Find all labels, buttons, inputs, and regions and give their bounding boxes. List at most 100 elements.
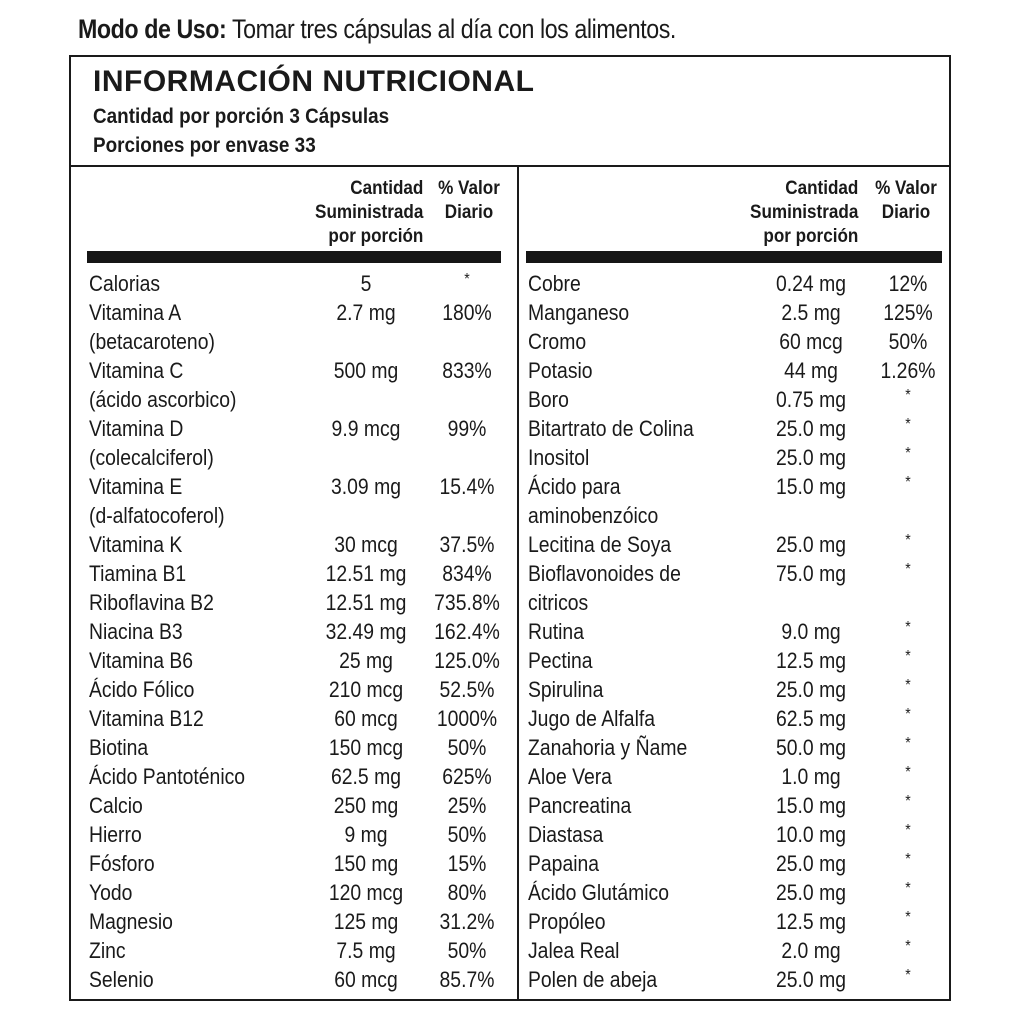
nutrient-row: Jugo de Alfalfa 62.5 mg * — [526, 704, 946, 733]
nutrient-row: Aloe Vera 1.0 mg * — [526, 762, 946, 791]
nutrient-amount: 7.5 mg — [336, 938, 396, 963]
nutrition-facts-panel: INFORMACIÓN NUTRICIONAL Cantidad por por… — [69, 55, 951, 1001]
nutrient-daily-value: 833% — [442, 358, 492, 383]
nutrient-name: Vitamina D — [89, 416, 184, 441]
nutrient-row: (betacaroteno) — [87, 327, 505, 356]
nutrient-name: Potasio — [528, 358, 593, 383]
daily-value-header: % Valor Diario — [875, 178, 937, 223]
nutrient-row: Fósforo 150 mg 15% — [87, 849, 505, 878]
nutrient-amount: 2.5 mg — [781, 300, 841, 325]
nutrient-name: Yodo — [89, 880, 133, 905]
nutrient-name: Vitamina A — [89, 300, 182, 325]
nutrient-row: Niacina B3 32.49 mg 162.4% — [87, 617, 505, 646]
nutrient-amount: 25.0 mg — [776, 445, 846, 470]
nutrient-daily-value: 37.5% — [439, 532, 495, 557]
nutrient-name: citricos — [528, 590, 589, 615]
nutrient-name: Rutina — [528, 619, 584, 644]
column-header: Cantidad Suministrada por porción % Valo… — [87, 167, 505, 251]
nutrient-daily-value: 85.7% — [439, 967, 495, 992]
nutrient-daily-value: 15% — [447, 851, 487, 876]
panel-title: INFORMACIÓN NUTRICIONAL — [93, 65, 535, 98]
nutrient-name: Ácido para — [528, 474, 621, 499]
nutrient-row: Vitamina A 2.7 mg 180% — [87, 298, 505, 327]
nutrient-amount: 25.0 mg — [776, 967, 846, 992]
nutrient-name: Selenio — [89, 967, 154, 992]
nutrient-row: Vitamina B6 25 mg 125.0% — [87, 646, 505, 675]
nutrient-row: Ácido Glutámico 25.0 mg * — [526, 878, 946, 907]
nutrient-row: citricos — [526, 588, 946, 617]
nutrient-daily-value: * — [905, 822, 911, 839]
nutrient-daily-value: * — [905, 793, 911, 810]
nutrient-amount: 60 mcg — [779, 329, 843, 354]
nutrient-daily-value: 25% — [447, 793, 487, 818]
nutrient-daily-value: * — [905, 938, 911, 955]
nutrient-row: Cobre 0.24 mg 12% — [526, 269, 946, 298]
nutrient-daily-value: * — [905, 706, 911, 723]
nutrient-rows: Calorias 5 * Vitamina A 2.7 mg 180% (betacarot… — [87, 269, 505, 994]
nutrient-amount: 15.0 mg — [776, 474, 846, 499]
nutrient-name: (ácido ascorbico) — [89, 387, 237, 412]
nutrient-amount: 25.0 mg — [776, 880, 846, 905]
nutrient-name: (betacaroteno) — [89, 329, 215, 354]
nutrient-name: (d-alfatocoferol) — [89, 503, 225, 528]
nutrient-name: Hierro — [89, 822, 142, 847]
nutrient-row: Bioflavonoides de 75.0 mg * — [526, 559, 946, 588]
nutrient-rows: Cobre 0.24 mg 12% Manganeso 2.5 mg 125% Cromo 6… — [526, 269, 946, 994]
nutrient-name: (colecalciferol) — [89, 445, 214, 470]
nutrient-amount: 125 mg — [333, 909, 399, 934]
nutrient-row: Manganeso 2.5 mg 125% — [526, 298, 946, 327]
nutrient-name: Vitamina B6 — [89, 648, 194, 673]
nutrient-name: Niacina B3 — [89, 619, 183, 644]
nutrient-row: Vitamina B12 60 mcg 1000% — [87, 704, 505, 733]
nutrient-name: Calorias — [89, 271, 161, 296]
nutrient-amount: 15.0 mg — [776, 793, 846, 818]
nutrient-row: Ácido Pantoténico 62.5 mg 625% — [87, 762, 505, 791]
nutrient-name: Aloe Vera — [528, 764, 612, 789]
nutrient-amount: 44 mg — [784, 358, 838, 383]
nutrient-name: Diastasa — [528, 822, 604, 847]
nutrient-row: Pectina 12.5 mg * — [526, 646, 946, 675]
nutrient-amount: 3.09 mg — [331, 474, 401, 499]
nutrient-daily-value: 50% — [447, 938, 487, 963]
nutrient-row: Hierro 9 mg 50% — [87, 820, 505, 849]
nutrient-name: Calcio — [89, 793, 143, 818]
nutrient-daily-value: 1.26% — [880, 358, 936, 383]
nutrient-row: Selenio 60 mcg 85.7% — [87, 965, 505, 994]
nutrient-daily-value: * — [905, 445, 911, 462]
nutrient-amount: 12.5 mg — [776, 909, 846, 934]
nutrient-name: Pectina — [528, 648, 593, 673]
nutrient-name: Zinc — [89, 938, 126, 963]
nutrient-amount: 9.0 mg — [781, 619, 841, 644]
nutrient-amount: 30 mcg — [334, 532, 398, 557]
nutrient-row: Vitamina C 500 mg 833% — [87, 356, 505, 385]
nutrient-daily-value: 31.2% — [439, 909, 495, 934]
nutrient-amount: 12.51 mg — [325, 561, 407, 586]
nutrient-name: Zanahoria y Ñame — [528, 735, 688, 760]
nutrient-amount: 25.0 mg — [776, 851, 846, 876]
thick-rule — [87, 251, 501, 263]
nutrient-name: Ácido Fólico — [89, 677, 195, 702]
nutrient-name: Pancreatina — [528, 793, 632, 818]
nutrient-row: Ácido para 15.0 mg * — [526, 472, 946, 501]
nutrient-daily-value: * — [905, 764, 911, 781]
nutrient-row: Vitamina E 3.09 mg 15.4% — [87, 472, 505, 501]
nutrient-row: Rutina 9.0 mg * — [526, 617, 946, 646]
column-header: Cantidad Suministrada por porción % Valo… — [526, 167, 946, 251]
nutrient-amount: 10.0 mg — [776, 822, 846, 847]
nutrient-row: Papaina 25.0 mg * — [526, 849, 946, 878]
nutrient-row: Calorias 5 * — [87, 269, 505, 298]
nutrient-daily-value: 125.0% — [434, 648, 500, 673]
nutrient-amount: 25.0 mg — [776, 532, 846, 557]
nutrient-daily-value: * — [905, 619, 911, 636]
nutrient-daily-value: 180% — [442, 300, 492, 325]
nutrient-amount: 2.7 mg — [336, 300, 396, 325]
nutrient-amount: 25.0 mg — [776, 677, 846, 702]
nutrient-daily-value: * — [905, 561, 911, 578]
servings-per-container: Porciones por envase 33 — [93, 134, 316, 157]
nutrient-name: Propóleo — [528, 909, 606, 934]
usage-instructions: Modo de Uso: Tomar tres cápsulas al día … — [78, 14, 676, 45]
nutrient-name: Spirulina — [528, 677, 604, 702]
nutrient-name: Magnesio — [89, 909, 173, 934]
nutrient-name: Vitamina C — [89, 358, 184, 383]
nutrient-row: Vitamina D 9.9 mcg 99% — [87, 414, 505, 443]
